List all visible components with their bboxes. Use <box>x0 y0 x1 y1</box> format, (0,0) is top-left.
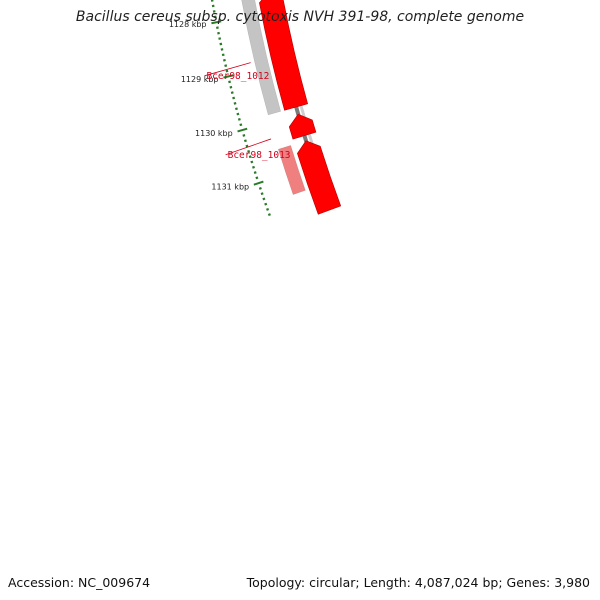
ruler-minor-tick <box>219 42 223 46</box>
ruler-minor-tick <box>248 155 252 159</box>
ruler-major-tick <box>237 127 248 133</box>
ruler-minor-tick <box>245 144 249 148</box>
ruler-minor-tick <box>229 85 233 89</box>
ruler-minor-tick <box>232 96 236 100</box>
gene-feature-bar[interactable] <box>277 145 306 195</box>
ruler-minor-tick <box>220 48 224 51</box>
gene-labels: Bcer98_1007Bcer98_1008Bcer98_1009Bcer98_… <box>204 62 291 161</box>
ruler-minor-tick <box>233 101 237 105</box>
ruler-minor-tick <box>223 58 226 62</box>
ruler-minor-tick <box>255 176 259 180</box>
gene-track <box>241 0 306 195</box>
genome-title: Bacillus cereus subsp. cytotoxis NVH 391… <box>75 9 525 25</box>
ruler-minor-tick <box>253 171 257 174</box>
ruler-tick-label: 1131 kbp <box>211 182 249 191</box>
ruler-tick-label: 1130 kbp <box>195 129 233 138</box>
gene-label-leader <box>204 62 251 77</box>
ruler-minor-tick <box>236 112 240 116</box>
ruler-tick-label: 1128 kbp <box>169 20 207 29</box>
ruler-minor-tick <box>228 80 231 84</box>
ruler-minor-tick <box>260 192 264 196</box>
ruler-minor-tick <box>237 118 241 121</box>
gene-label-leader <box>225 138 272 156</box>
ruler-minor-tick <box>242 134 246 137</box>
ruler-minor-tick <box>250 160 254 164</box>
cds-feature-arrow[interactable] <box>259 0 309 111</box>
ruler-minor-tick <box>267 213 271 217</box>
ruler-minor-tick <box>266 207 270 211</box>
ruler-major-tick <box>223 74 234 79</box>
ruler-minor-tick <box>230 91 234 94</box>
ruler-track: 1123 kbp1124 kbp1125 kbp1126 kbp1127 kbp… <box>169 0 271 217</box>
ruler-major-tick <box>211 20 222 25</box>
ruler-minor-tick <box>224 64 228 67</box>
ruler-minor-tick <box>258 186 262 190</box>
cds-feature-arrow[interactable] <box>288 113 317 140</box>
cds-track <box>259 0 342 215</box>
accession-text: Accession: NC_009674 <box>8 575 151 590</box>
ruler-minor-tick <box>262 197 266 201</box>
ruler-minor-tick <box>221 53 225 57</box>
ruler-minor-tick <box>235 107 238 111</box>
backbone-highlight <box>274 0 332 199</box>
ruler-minor-tick <box>264 202 268 206</box>
ruler-major-tick <box>253 180 264 186</box>
ruler-minor-tick <box>239 123 243 127</box>
genome-summary-text: Topology: circular; Length: 4,087,024 bp… <box>246 575 590 590</box>
gene-label[interactable]: Bcer98_1012 <box>206 71 269 82</box>
cds-feature-arrow[interactable] <box>297 140 342 215</box>
ruler-minor-tick <box>247 149 251 153</box>
gene-label[interactable]: Bcer98_1013 <box>228 150 291 161</box>
ruler-minor-tick <box>243 139 247 143</box>
gene-feature-bar[interactable] <box>241 0 282 116</box>
ruler-minor-tick <box>252 165 255 169</box>
ruler-minor-tick <box>225 69 229 73</box>
ruler-tick-label: 1129 kbp <box>181 75 219 84</box>
